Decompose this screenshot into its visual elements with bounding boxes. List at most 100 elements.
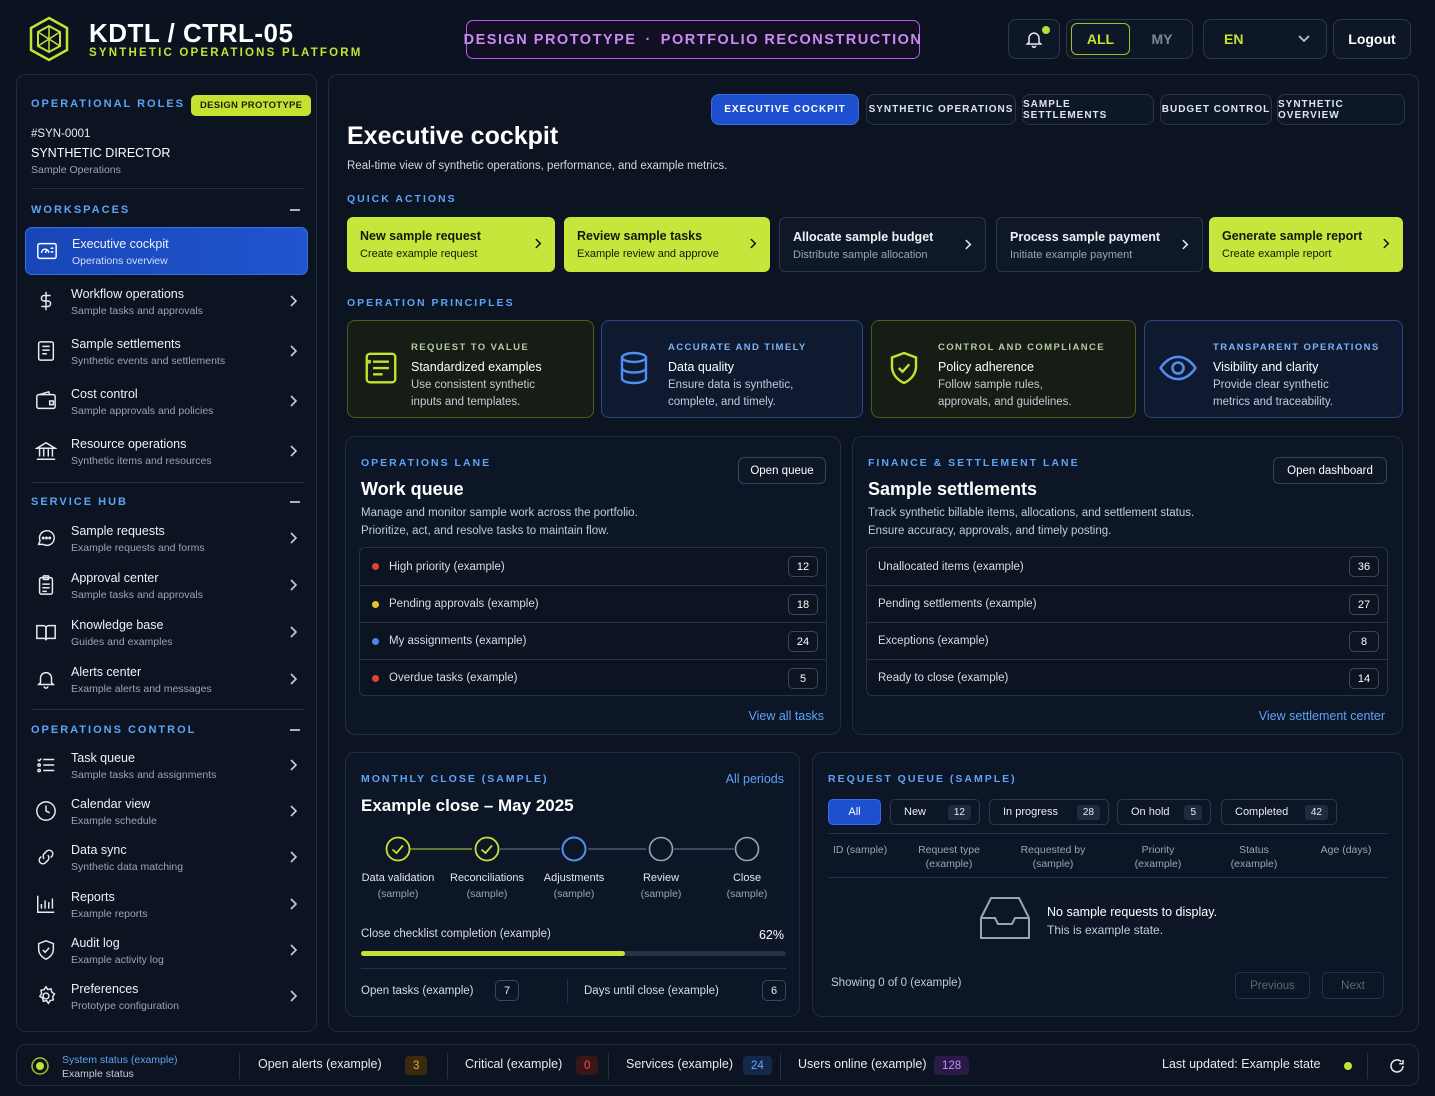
gear-icon <box>38 985 56 1005</box>
open-tasks-label: Open tasks (example) <box>361 985 474 997</box>
collapse-control-icon[interactable] <box>290 729 300 731</box>
nav-workflow-operations[interactable]: Workflow operations Sample tasks and app… <box>25 278 308 326</box>
list-item[interactable]: High priority (example) 12 <box>360 548 826 585</box>
view-all-tasks-link[interactable]: View all tasks <box>748 709 825 723</box>
list-item[interactable]: Overdue tasks (example) 5 <box>360 659 826 696</box>
principle-title: Data quality <box>668 360 735 374</box>
status-ok-icon <box>31 1057 49 1075</box>
card-kicker: OPERATIONS LANE <box>361 457 492 469</box>
column-header[interactable]: Status (example) <box>1230 844 1278 870</box>
nav-label: Alerts center <box>71 665 142 679</box>
nav-knowledge-base[interactable]: Knowledge base Guides and examples <box>25 609 308 657</box>
nav-audit-log[interactable]: Audit log Example activity log <box>25 927 308 975</box>
divider <box>361 968 786 969</box>
list-item[interactable]: Ready to close (example) 14 <box>867 659 1387 696</box>
column-header[interactable]: Request type (example) <box>918 844 980 870</box>
filter-on-hold[interactable]: On hold 5 <box>1117 799 1211 825</box>
list-item[interactable]: Pending settlements (example) 27 <box>867 585 1387 622</box>
nav-sample-settlements[interactable]: Sample settlements Synthetic events and … <box>25 328 308 376</box>
page-title: Executive cockpit <box>347 122 559 150</box>
list-item[interactable]: Exceptions (example) 8 <box>867 622 1387 659</box>
open-queue-button[interactable]: Open queue <box>738 457 826 484</box>
nav-sample-requests[interactable]: Sample requests Example requests and for… <box>25 515 308 563</box>
nav-sub: Sample tasks and assignments <box>71 769 217 781</box>
filter-in-progress[interactable]: In progress 28 <box>989 799 1109 825</box>
row-count: 8 <box>1349 631 1379 652</box>
nav-task-queue[interactable]: Task queue Sample tasks and assignments <box>25 742 308 790</box>
filter-new[interactable]: New 12 <box>890 799 980 825</box>
chat-icon <box>37 530 55 547</box>
nav-approval-center[interactable]: Approval center Sample tasks and approva… <box>25 562 308 610</box>
chevron-right-icon <box>750 238 757 249</box>
tab-synthetic-overview[interactable]: SYNTHETIC OVERVIEW <box>1277 94 1405 125</box>
chevron-right-icon <box>290 345 298 357</box>
column-header[interactable]: Requested by (sample) <box>1020 844 1086 870</box>
quick-action-process-payment[interactable]: Process sample payment Initiate example … <box>996 217 1203 272</box>
all-periods-link[interactable]: All periods <box>725 772 784 786</box>
collapse-workspaces-icon[interactable] <box>290 209 300 211</box>
nav-preferences[interactable]: Preferences Prototype configuration <box>25 973 308 1021</box>
prototype-banner: DESIGN PROTOTYPE · PORTFOLIO RECONSTRUCT… <box>464 20 921 59</box>
previous-button[interactable]: Previous <box>1235 972 1310 999</box>
nav-label: Reports <box>71 890 115 904</box>
language-select[interactable]: EN <box>1203 19 1327 59</box>
column-header[interactable]: Priority (example) <box>1134 844 1182 870</box>
priority-dot <box>372 674 379 682</box>
nav-reports[interactable]: Reports Example reports <box>25 881 308 929</box>
database-icon <box>620 351 648 385</box>
principle-desc: Ensure data is synthetic, complete, and t… <box>668 379 794 408</box>
nav-calendar-view[interactable]: Calendar view Example schedule <box>25 788 308 836</box>
nav-sub: Sample tasks and approvals <box>71 589 203 601</box>
nav-cost-control[interactable]: Cost control Sample approvals and polici… <box>25 378 308 426</box>
tab-executive-cockpit[interactable]: EXECUTIVE COCKPIT <box>711 94 859 125</box>
tab-budget-control[interactable]: BUDGET CONTROL <box>1160 94 1272 125</box>
scope-all-button[interactable]: ALL <box>1071 23 1130 55</box>
app-subtitle: SYNTHETIC OPERATIONS PLATFORM <box>89 47 363 59</box>
divider <box>31 482 304 483</box>
principle-request-to-value: REQUEST TO VALUE Standardized examples U… <box>347 320 594 418</box>
quick-action-new-request[interactable]: New sample request Create example reques… <box>347 217 555 272</box>
refresh-icon[interactable] <box>1388 1057 1406 1075</box>
principle-control-compliance: CONTROL AND COMPLIANCE Policy adherence … <box>871 320 1136 418</box>
open-dashboard-button[interactable]: Open dashboard <box>1273 457 1387 484</box>
nav-sub: Example alerts and messages <box>71 683 212 695</box>
view-settlement-center-link[interactable]: View settlement center <box>1258 709 1385 723</box>
nav-executive-cockpit[interactable]: Executive cockpit Operations overview <box>25 227 308 275</box>
tab-sample-settlements[interactable]: SAMPLE SETTLEMENTS <box>1022 94 1154 125</box>
filter-all[interactable]: All <box>828 799 881 825</box>
nav-resource-operations[interactable]: Resource operations Synthetic items and … <box>25 428 308 476</box>
nav-label: Cost control <box>71 387 138 401</box>
bell-icon <box>36 671 56 689</box>
work-queue-list: High priority (example) 12 Pending appro… <box>359 547 827 696</box>
dollar-icon <box>40 291 52 311</box>
filter-completed[interactable]: Completed 42 <box>1221 799 1337 825</box>
nav-label: Sample requests <box>71 524 165 538</box>
app-title: KDTL / CTRL-05 <box>89 18 294 48</box>
quick-actions-title: QUICK ACTIONS <box>347 193 457 205</box>
column-header[interactable]: Age (days) <box>1320 844 1372 856</box>
open-alerts-label: Open alerts (example) <box>258 1057 382 1071</box>
quick-action-review-tasks[interactable]: Review sample tasks Example review and a… <box>564 217 770 272</box>
nav-sub: Operations overview <box>72 255 168 267</box>
card-title: Sample settlements <box>868 479 1038 499</box>
tab-synthetic-operations[interactable]: SYNTHETIC OPERATIONS <box>866 94 1016 125</box>
nav-sub: Example activity log <box>71 954 164 966</box>
step-label: Adjustments (sample) <box>543 872 605 900</box>
design-prototype-badge: DESIGN PROTOTYPE <box>191 95 312 116</box>
quick-action-allocate-budget[interactable]: Allocate sample budget Distribute sample… <box>779 217 986 272</box>
sidebar: OPERATIONAL ROLES DESIGN PROTOTYPE #SYN-… <box>16 74 317 1032</box>
quick-action-generate-report[interactable]: Generate sample report Create example re… <box>1209 217 1403 272</box>
list-item[interactable]: Unallocated items (example) 36 <box>867 548 1387 585</box>
row-count: 24 <box>788 631 818 652</box>
logout-button[interactable]: Logout <box>1333 19 1411 59</box>
nav-alerts-center[interactable]: Alerts center Example alerts and message… <box>25 656 308 704</box>
list-item[interactable]: Pending approvals (example) 18 <box>360 585 826 622</box>
nav-data-sync[interactable]: Data sync Synthetic data matching <box>25 834 308 882</box>
list-item[interactable]: My assignments (example) 24 <box>360 622 826 659</box>
notifications-button[interactable] <box>1008 19 1060 59</box>
next-button[interactable]: Next <box>1322 972 1384 999</box>
scope-my-button[interactable]: MY <box>1151 31 1173 47</box>
clipboard-icon <box>38 575 54 595</box>
collapse-service-icon[interactable] <box>290 501 300 503</box>
column-header[interactable]: ID (sample) <box>833 844 888 856</box>
